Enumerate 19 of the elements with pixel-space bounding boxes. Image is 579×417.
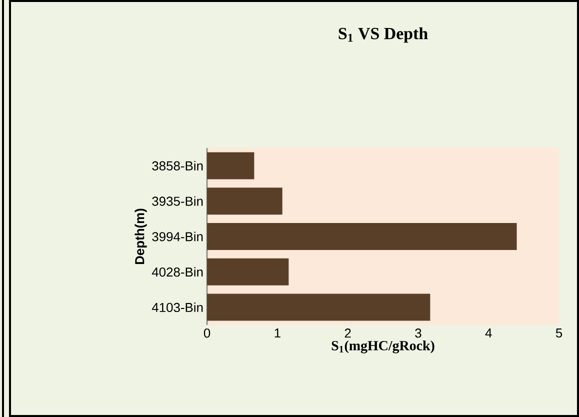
y-axis-title: Depth(m) xyxy=(134,208,147,264)
bar xyxy=(207,258,289,286)
x-tick-label: 3 xyxy=(415,328,422,338)
bar xyxy=(207,152,254,180)
bar xyxy=(207,294,430,321)
x-axis-title: S$_{1}$(mgHC/gRock) xyxy=(332,340,434,354)
chart-title: S$_{1}$ VS Depth xyxy=(338,27,428,43)
x-tick-label: 1 xyxy=(274,328,280,338)
y-tick-label: 4028-Bin xyxy=(152,267,203,277)
bar xyxy=(207,223,517,250)
y-tick-label: 3858-Bin xyxy=(152,160,203,170)
y-tick-label: 3935-Bin xyxy=(152,196,203,206)
x-tick-label: 4 xyxy=(485,328,492,338)
bar xyxy=(207,188,282,215)
x-tick-label: 0 xyxy=(204,328,210,338)
y-tick-label: 3994-Bin xyxy=(152,232,203,242)
y-tick-label: 4103-Bin xyxy=(152,302,203,312)
x-tick-label: 2 xyxy=(344,328,351,338)
x-tick-label: 5 xyxy=(556,328,562,338)
